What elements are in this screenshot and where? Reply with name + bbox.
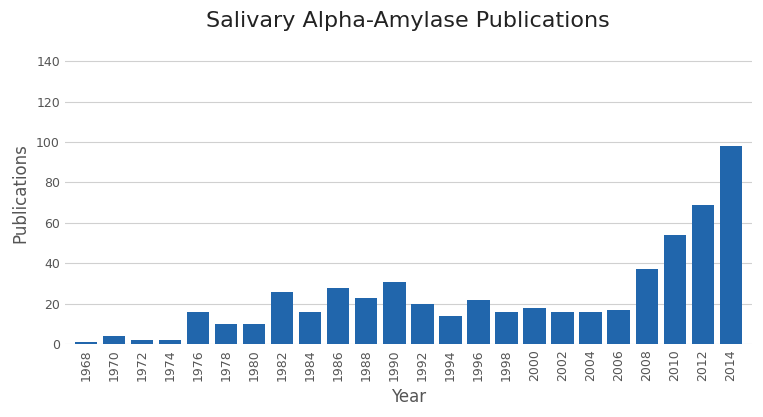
Title: Salivary Alpha-Amylase Publications: Salivary Alpha-Amylase Publications	[207, 11, 610, 31]
Bar	[720, 146, 742, 344]
Bar	[664, 235, 686, 344]
Bar	[243, 324, 266, 344]
Bar	[355, 298, 378, 344]
Bar	[636, 269, 658, 344]
Bar	[383, 281, 406, 344]
Bar	[523, 308, 546, 344]
Bar	[691, 205, 714, 344]
Bar	[159, 340, 181, 344]
Bar	[75, 342, 97, 344]
Bar	[579, 312, 602, 344]
Bar	[187, 312, 209, 344]
Bar	[411, 304, 433, 344]
Bar	[327, 288, 349, 344]
Bar	[299, 312, 321, 344]
Bar	[103, 336, 125, 344]
Y-axis label: Publications: Publications	[11, 143, 29, 243]
Bar	[467, 300, 490, 344]
Bar	[495, 312, 518, 344]
Bar	[552, 312, 574, 344]
Bar	[271, 291, 293, 344]
Bar	[215, 324, 237, 344]
Bar	[439, 316, 462, 344]
X-axis label: Year: Year	[391, 388, 426, 406]
Bar	[130, 340, 153, 344]
Bar	[607, 310, 630, 344]
